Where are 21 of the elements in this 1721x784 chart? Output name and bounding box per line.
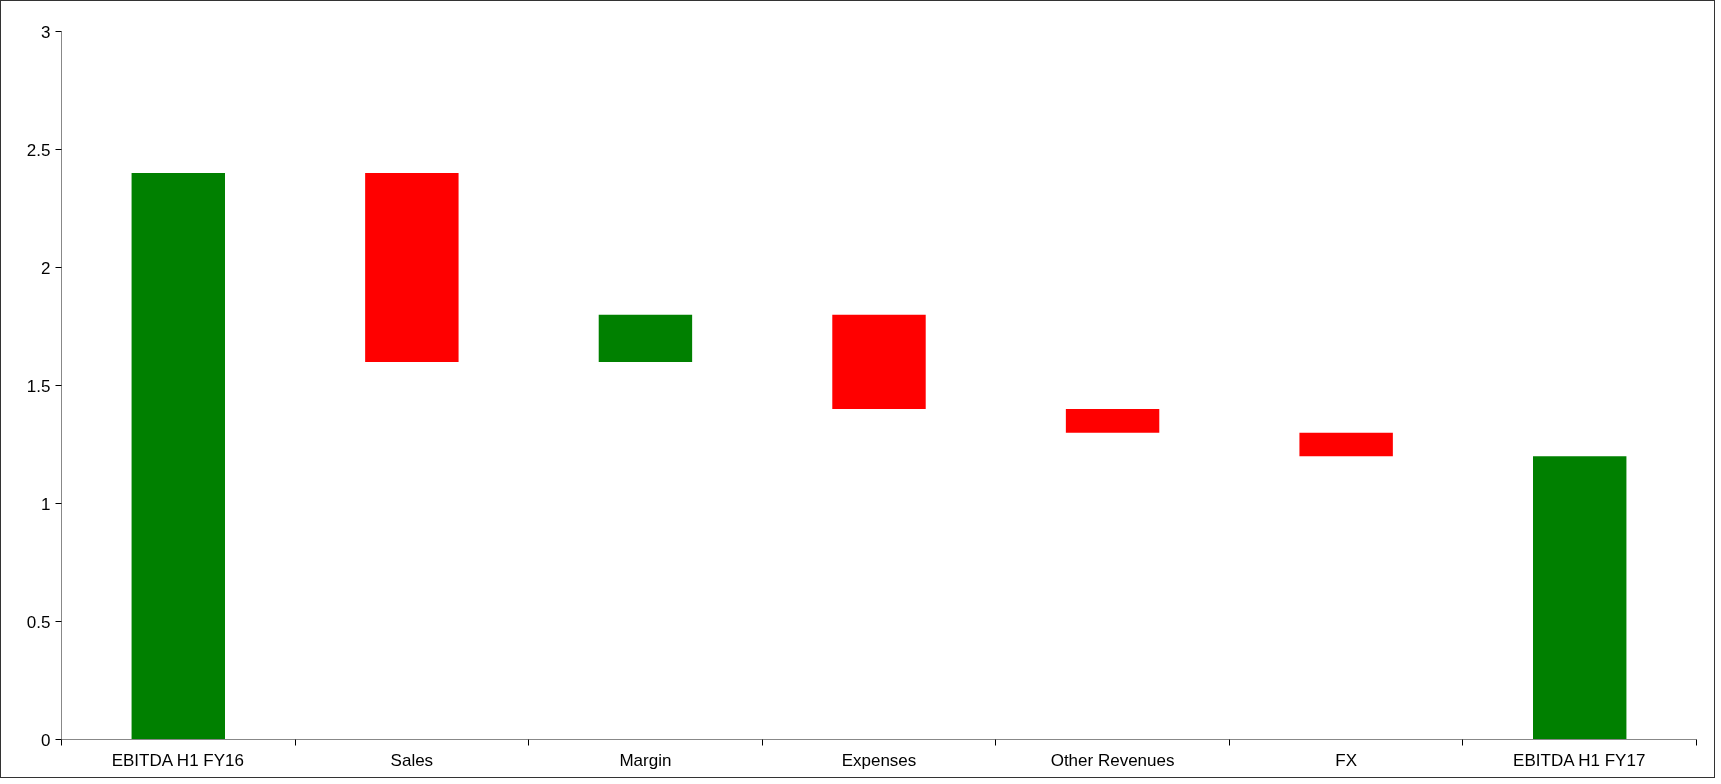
bar [131, 173, 225, 740]
bar [832, 314, 926, 410]
x-tick-label: EBITDA H1 FY16 [111, 750, 244, 770]
y-tick-label: 3 [41, 22, 51, 42]
y-tick-label: 1 [41, 494, 51, 514]
y-tick-label: 2.5 [26, 140, 51, 160]
bar [1533, 456, 1627, 740]
bar [1299, 432, 1393, 457]
y-tick-label: 0.5 [26, 612, 51, 632]
x-tick-label: Sales [390, 750, 434, 770]
x-tick-label: Other Revenues [1050, 750, 1175, 770]
x-tick-label: FX [1335, 750, 1358, 770]
y-tick-label: 1.5 [26, 376, 51, 396]
bar [365, 173, 459, 362]
x-tick-label: EBITDA H1 FY17 [1513, 750, 1646, 770]
y-tick-label: 0 [41, 730, 51, 750]
x-tick-label: Margin [619, 750, 672, 770]
bar [598, 314, 693, 362]
bar [1065, 409, 1160, 433]
y-tick-label: 2 [41, 258, 51, 278]
x-tick-label: Expenses [841, 750, 917, 770]
